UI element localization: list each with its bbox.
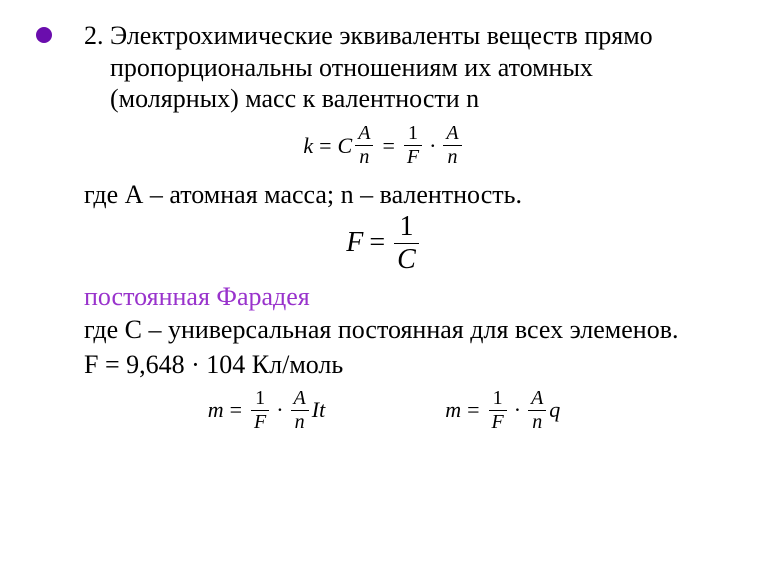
line-where-1: где А – атомная масса; n – валентность. xyxy=(84,180,718,210)
frac-den: C xyxy=(394,245,419,274)
equals-sign: = xyxy=(467,397,479,423)
cdot: · xyxy=(429,133,436,159)
formula-m-It: m = 1 F · A n It xyxy=(208,388,326,433)
var-m: m xyxy=(445,397,461,423)
frac-num: A xyxy=(528,388,546,409)
var-k: k xyxy=(303,133,313,159)
frac-den: F xyxy=(404,147,422,168)
frac-num: A xyxy=(291,388,309,409)
equals-sign: = xyxy=(369,227,385,259)
tail-It: It xyxy=(312,397,325,423)
fraction-A-over-n-1: A n xyxy=(355,123,373,168)
line-F-value: F = 9,648 · 104 Кл/моль xyxy=(84,350,718,380)
line-where-2: где С – универсальная постоянная для все… xyxy=(84,314,718,346)
equals-sign: = xyxy=(319,133,331,159)
fraction-1-over-F-b: 1 F xyxy=(489,388,507,433)
fraction-1-over-C: 1 C xyxy=(394,212,419,274)
paragraph-main: 2. Электрохимические эквиваленты веществ… xyxy=(84,20,718,115)
var-m: m xyxy=(208,397,224,423)
fraction-A-over-n-b: A n xyxy=(528,388,546,433)
equals-sign: = xyxy=(382,133,394,159)
frac-num: 1 xyxy=(405,123,421,144)
frac-den: n xyxy=(292,412,308,433)
formula-k: k = C A n = 1 F · A n xyxy=(30,123,738,168)
fraction-A-over-n-a: A n xyxy=(291,388,309,433)
fraction-1-over-F-a: 1 F xyxy=(251,388,269,433)
frac-den: n xyxy=(356,147,372,168)
frac-num: A xyxy=(443,123,461,144)
equals-sign: = xyxy=(230,397,242,423)
frac-num: 1 xyxy=(252,388,268,409)
frac-den: n xyxy=(445,147,461,168)
slide-page: 2. Электрохимические эквиваленты веществ… xyxy=(0,0,768,576)
fraction-A-over-n-2: A n xyxy=(443,123,461,168)
coef-C: C xyxy=(338,133,353,159)
frac-num: 1 xyxy=(396,212,416,241)
frac-den: n xyxy=(529,412,545,433)
frac-num: A xyxy=(355,123,373,144)
formula-row-bottom: m = 1 F · A n It m = 1 F · xyxy=(30,388,738,433)
cdot: · xyxy=(514,397,521,423)
formula-m-q: m = 1 F · A n q xyxy=(445,388,560,433)
var-F: F xyxy=(346,227,363,259)
line-faraday-constant: постоянная Фарадея xyxy=(84,282,718,312)
tail-q: q xyxy=(549,397,560,423)
formula-F: F = 1 C xyxy=(30,212,738,274)
cdot: · xyxy=(276,397,283,423)
frac-num: 1 xyxy=(490,388,506,409)
bullet-icon xyxy=(36,27,52,43)
frac-den: F xyxy=(251,412,269,433)
frac-den: F xyxy=(489,412,507,433)
fraction-1-over-F: 1 F xyxy=(404,123,422,168)
